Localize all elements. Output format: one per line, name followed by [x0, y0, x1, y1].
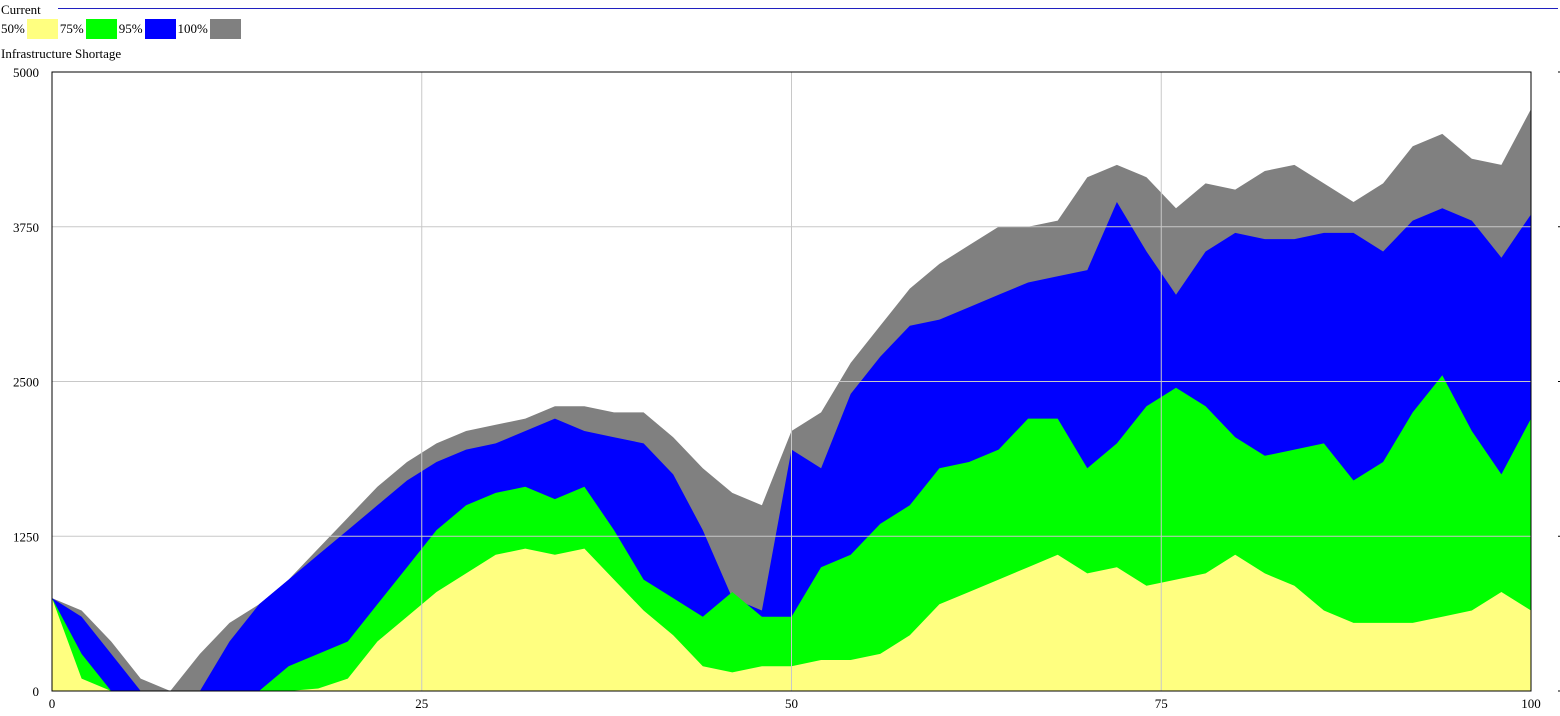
y-tick-label: 0: [33, 684, 40, 699]
chart-title: Infrastructure Shortage: [1, 46, 122, 61]
x-tick-label: 25: [415, 696, 428, 711]
x-tick-label: 75: [1155, 696, 1168, 711]
legend-swatch-95: [144, 19, 176, 39]
legend-label-50: 50%: [1, 21, 25, 36]
y-tick-label: 1250: [13, 529, 39, 544]
legend: 50% 75% 95% 100%: [1, 18, 243, 40]
legend-label-75: 75%: [59, 21, 84, 36]
legend-label-95: 95%: [118, 21, 143, 36]
y-tick-label: 3750: [13, 220, 39, 235]
header-divider: [58, 8, 1558, 9]
y-tick-label: 2500: [13, 375, 39, 390]
y-tick-label: 5000: [13, 65, 39, 80]
x-tick-label: 0: [49, 696, 56, 711]
plot-frame: [51, 71, 1532, 692]
legend-swatch-50: [26, 19, 58, 39]
x-tick-label: 100: [1521, 696, 1541, 711]
legend-swatch-75: [85, 19, 117, 39]
legend-swatch-100: [209, 19, 241, 39]
legend-label-100: 100%: [177, 21, 208, 36]
x-tick-label: 50: [785, 696, 798, 711]
page-title: Current: [1, 2, 41, 17]
